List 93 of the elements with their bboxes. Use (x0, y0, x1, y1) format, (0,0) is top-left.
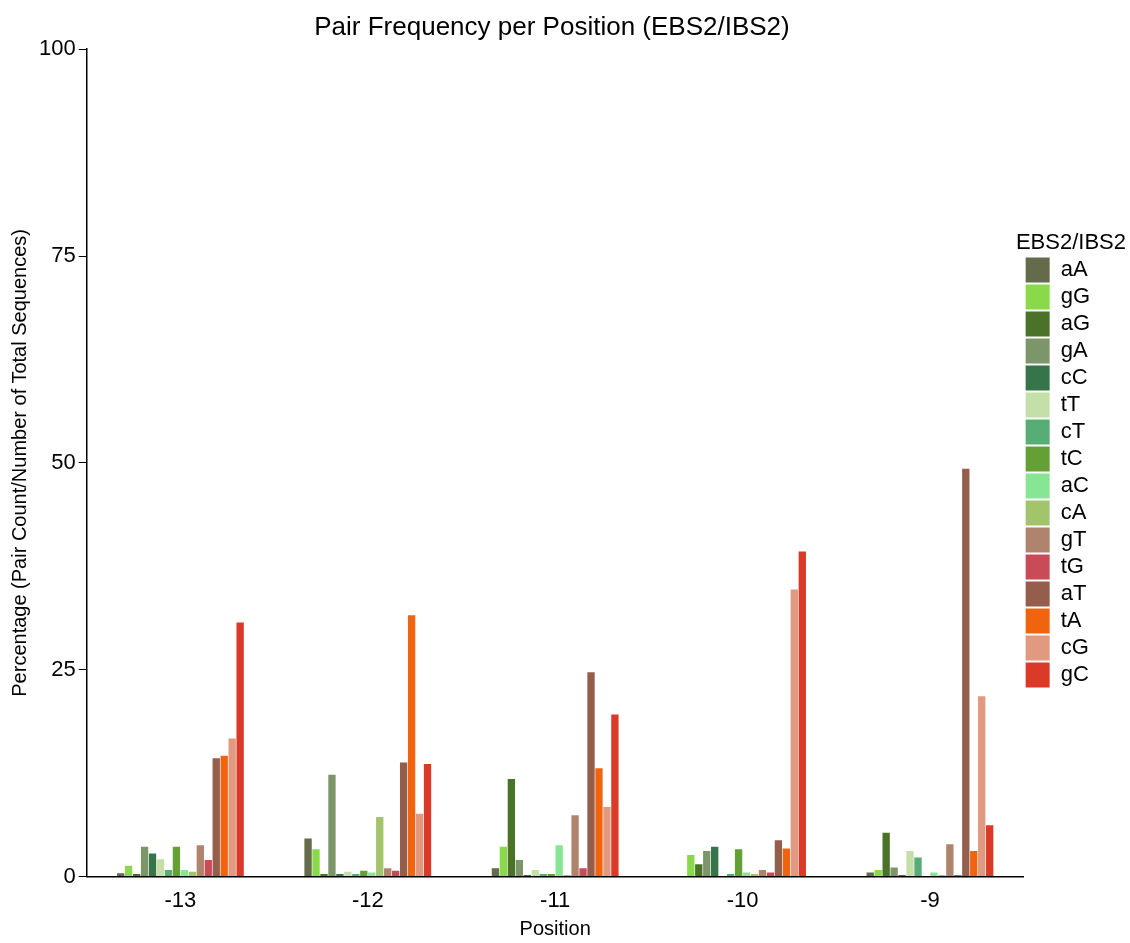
bar (874, 869, 882, 877)
bar (499, 846, 508, 877)
bar (978, 696, 986, 877)
bar (711, 846, 719, 877)
bar (914, 857, 922, 877)
bar (703, 850, 711, 877)
bar (212, 758, 220, 877)
legend-label: cG (1060, 634, 1089, 660)
bar (742, 872, 751, 877)
bar (798, 551, 806, 877)
x-tick-label: -12 (351, 886, 384, 912)
bar (304, 838, 312, 877)
legend-label: gG (1060, 283, 1091, 309)
bar (180, 869, 189, 877)
bar (156, 859, 165, 877)
bar (124, 865, 133, 877)
bar (344, 871, 352, 877)
bar (164, 869, 173, 877)
bar (515, 860, 523, 877)
bar (611, 714, 619, 877)
x-tick-label: -11 (540, 886, 571, 912)
legend-label: aC (1060, 472, 1089, 498)
y-tick-label: 75 (51, 242, 76, 268)
legend-title: EBS2/IBS2 (1015, 228, 1127, 254)
legend-label: gA (1060, 337, 1088, 363)
bar (970, 850, 978, 877)
bar (148, 853, 157, 877)
bar (890, 867, 898, 877)
bar (687, 855, 695, 877)
bar (172, 846, 181, 877)
x-tick-label: -9 (920, 886, 940, 912)
bar (962, 468, 970, 877)
legend-label: cC (1060, 364, 1088, 390)
bar (196, 845, 204, 877)
bar (986, 825, 994, 877)
bar (399, 762, 408, 877)
bar (603, 807, 611, 877)
bar (882, 832, 890, 877)
legend-label: gC (1060, 661, 1089, 687)
legend-label: tA (1060, 607, 1082, 633)
y-tick-label: 0 (63, 862, 76, 888)
legend-label: aA (1060, 256, 1088, 282)
chart-title: Pair Frequency per Position (EBS2/IBS2) (314, 10, 790, 41)
bar (571, 815, 579, 877)
bar (782, 848, 791, 877)
bar (236, 622, 244, 877)
bar (790, 589, 798, 877)
bar (758, 869, 767, 877)
y-tick-label: 100 (38, 35, 76, 61)
bar (220, 755, 228, 877)
bar (906, 850, 914, 877)
y-axis-title: Percentage (Pair Count/Number of Total Sequences) (7, 229, 30, 697)
bar (140, 846, 149, 877)
bar (117, 873, 125, 877)
legend-label: cT (1060, 418, 1086, 444)
bar (204, 860, 212, 877)
bar (360, 870, 368, 877)
bar (734, 849, 743, 877)
bar (579, 868, 587, 877)
bar (312, 849, 320, 877)
bar (415, 813, 424, 877)
legend-label: tC (1060, 445, 1083, 471)
bar (368, 872, 376, 877)
legend-label: tG (1060, 553, 1084, 579)
legend-label: tT (1060, 391, 1081, 417)
bar (507, 778, 516, 877)
legend-label: aT (1060, 580, 1087, 606)
bar (695, 864, 703, 877)
bar (946, 844, 954, 877)
bar (392, 870, 400, 877)
bar (774, 840, 783, 877)
bar (587, 672, 595, 877)
bar (423, 764, 432, 877)
bar (228, 738, 236, 877)
x-axis-title: Position (519, 916, 591, 939)
legend-label: cA (1060, 499, 1087, 525)
bar (376, 817, 384, 877)
bar (555, 845, 563, 877)
x-tick-label: -10 (726, 886, 759, 912)
y-tick-label: 25 (51, 655, 76, 681)
bar (866, 872, 874, 877)
bar (328, 774, 336, 877)
y-tick-label: 50 (51, 448, 76, 474)
bar (766, 872, 775, 877)
x-tick-label: -13 (164, 886, 197, 912)
bar (491, 868, 500, 877)
bar (384, 868, 392, 877)
bar (930, 872, 938, 877)
legend-label: aG (1060, 310, 1091, 336)
bar (531, 869, 539, 877)
bar (407, 615, 416, 877)
legend-label: gT (1060, 526, 1087, 552)
bar (595, 768, 603, 877)
